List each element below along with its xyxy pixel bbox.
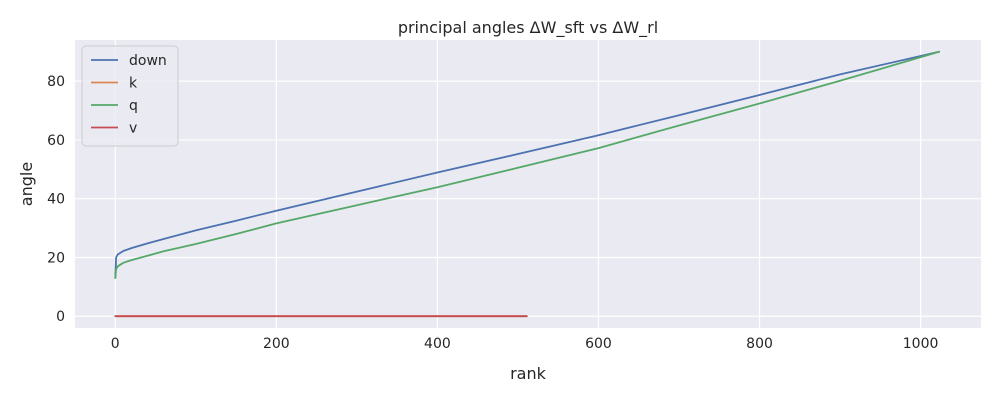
- y-tick-label: 20: [47, 250, 65, 266]
- series-line-down: [114, 50, 940, 279]
- y-tick-label: 0: [56, 309, 65, 325]
- y-tick-label: 40: [47, 192, 65, 208]
- series-line-q: [114, 50, 940, 279]
- x-tick-label: 400: [424, 336, 451, 352]
- x-tick-label: 600: [585, 336, 612, 352]
- x-tick-label: 0: [111, 336, 120, 352]
- legend-label-q: q: [129, 98, 138, 114]
- y-tick-label: 80: [47, 74, 65, 90]
- legend-label-down: down: [129, 53, 167, 69]
- y-axis-ticks: 0 20 40 60 80: [47, 74, 65, 325]
- legend: down kqv: [81, 45, 179, 147]
- x-tick-label: 1000: [903, 336, 939, 352]
- legend-label-v: v: [129, 121, 137, 137]
- y-tick-label: 60: [47, 133, 65, 149]
- plot-background: [75, 40, 981, 328]
- legend-box: [81, 45, 179, 147]
- chart-title: principal angles ΔW_sft vs ΔW_rl: [398, 18, 658, 38]
- y-axis-label: angle: [17, 162, 36, 206]
- x-axis-label: rank: [510, 364, 547, 383]
- x-tick-label: 200: [263, 336, 290, 352]
- x-tick-label: 800: [746, 336, 773, 352]
- x-axis-ticks: 0 200 400 600 800 1000: [111, 336, 939, 352]
- legend-label-k: k: [129, 76, 138, 92]
- series-lines: [114, 50, 940, 318]
